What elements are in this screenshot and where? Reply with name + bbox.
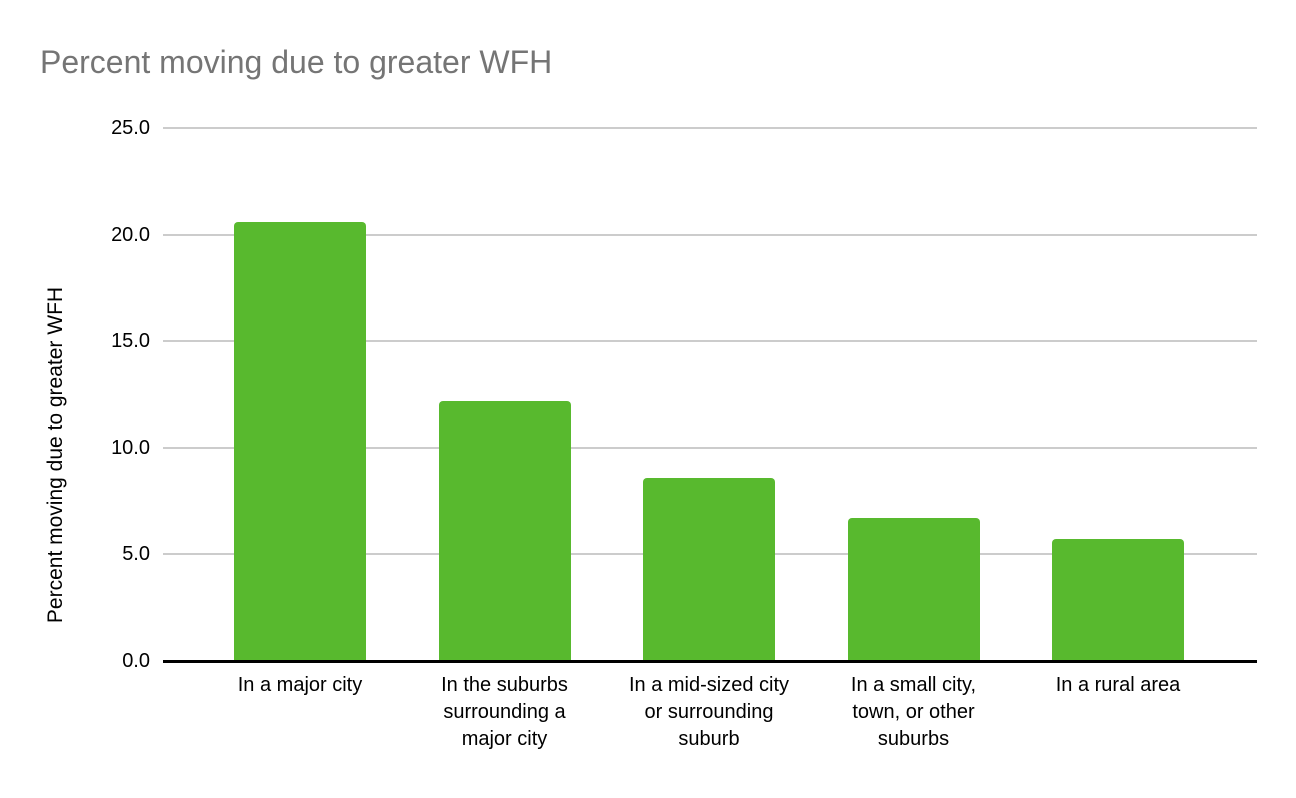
gridline-20.0 [163, 233, 1257, 236]
gridline-15.0 [163, 340, 1257, 343]
bar-3 [643, 477, 775, 661]
x-category-label-1: In a major city [237, 674, 363, 696]
x-category-label-2: In the suburbs surrounding a major city [441, 674, 568, 750]
y-tick-label-0.0: 0.0 [122, 650, 150, 672]
y-tick-label-25.0: 25.0 [111, 117, 150, 139]
y-tick-label-15.0: 15.0 [111, 330, 150, 353]
bar-1 [234, 221, 366, 661]
x-category-label-4: In a small city, town, or other suburbs [850, 674, 977, 750]
bar-5 [1052, 539, 1184, 661]
y-tick-label-20.0: 20.0 [111, 223, 150, 246]
y-tick-label-10.0: 10.0 [111, 436, 150, 459]
bar-4 [847, 518, 980, 661]
gridline-25.0 [163, 127, 1257, 129]
x-axis-line [163, 660, 1257, 663]
x-category-label-5: In a rural area [1055, 674, 1181, 696]
x-category-label-3: In a mid-sized city or surrounding subur… [628, 674, 790, 750]
chart-title: Percent moving due to greater WFH [40, 44, 553, 80]
gridline-10.0 [163, 446, 1257, 449]
bar-2 [438, 400, 571, 661]
y-tick-label-5.0: 5.0 [122, 543, 150, 566]
